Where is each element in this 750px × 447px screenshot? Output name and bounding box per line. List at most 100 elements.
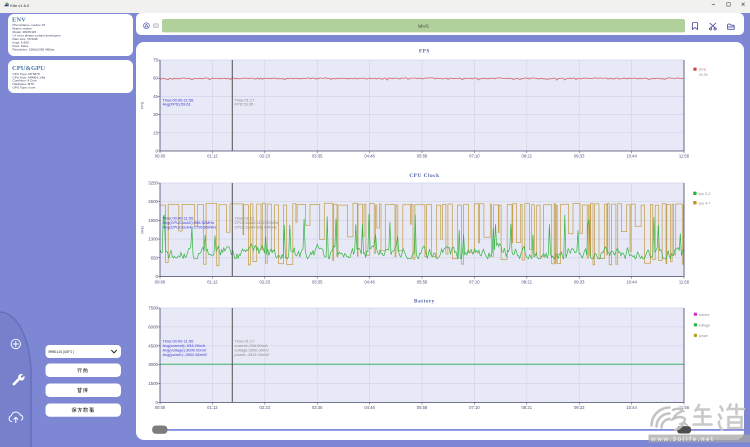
svg-text:CPU Type: MT6878: CPU Type: MT6878 xyxy=(13,72,40,76)
svg-text:11:56: 11:56 xyxy=(679,154,690,159)
svg-text:60: 60 xyxy=(153,76,158,81)
svg-text:Time:01:17: Time:01:17 xyxy=(235,338,256,343)
svg-text:PhoneName: realme 15: PhoneName: realme 15 xyxy=(13,23,46,27)
svg-text:CPU&GPU: CPU&GPU xyxy=(12,65,45,72)
svg-text:05:58: 05:58 xyxy=(417,405,428,410)
svg-text:650: 650 xyxy=(151,255,159,260)
svg-text:Time:00:00-11:56: Time:00:00-11:56 xyxy=(163,338,195,343)
svg-text:UI: error please contact devel: UI: error please contact developers xyxy=(13,34,62,38)
svg-text:Model: RMX5115: Model: RMX5115 xyxy=(13,30,37,34)
svg-text:07:10: 07:10 xyxy=(469,154,480,159)
svg-text:GPU Type: none: GPU Type: none xyxy=(13,86,36,90)
svg-text:30: 30 xyxy=(153,112,158,117)
svg-text:02:23: 02:23 xyxy=(260,280,271,285)
svg-text:02:23: 02:23 xyxy=(260,154,271,159)
svg-text:07:10: 07:10 xyxy=(469,405,480,410)
svg-text:1950: 1950 xyxy=(148,218,158,223)
svg-text:CPU Arch: ARM64_V8a: CPU Arch: ARM64_V8a xyxy=(13,75,46,79)
svg-text:power:-2811.00mW: power:-2811.00mW xyxy=(235,352,270,357)
svg-text:Avg(power):-2802.66mW: Avg(power):-2802.66mW xyxy=(163,352,208,357)
svg-text:1500: 1500 xyxy=(148,381,158,386)
svg-text:01:12: 01:12 xyxy=(207,154,218,159)
svg-text:cpu 4-7: cpu 4-7 xyxy=(698,201,710,205)
svg-text:current: current xyxy=(699,313,710,317)
svg-text:04:46: 04:46 xyxy=(364,154,375,159)
svg-text:Time:01:17: Time:01:17 xyxy=(235,216,256,221)
svg-text:00:00: 00:00 xyxy=(155,154,166,159)
svg-text:15: 15 xyxy=(153,130,158,135)
svg-text:Imgs: 6.99G: Imgs: 6.99G xyxy=(13,40,30,44)
svg-text:Time:00:00-11:56: Time:00:00-11:56 xyxy=(163,97,195,102)
svg-text:7500: 7500 xyxy=(148,306,158,311)
svg-text:6000: 6000 xyxy=(148,324,158,329)
svg-text:3250: 3250 xyxy=(148,181,158,186)
svg-text:3000: 3000 xyxy=(148,362,158,367)
svg-text:ENV: ENV xyxy=(12,17,26,24)
svg-text:0: 0 xyxy=(156,400,159,405)
svg-text:09:33: 09:33 xyxy=(574,154,585,159)
svg-text:Resolution: 1080x2392 480dpi: Resolution: 1080x2392 480dpi xyxy=(13,47,55,51)
svg-text:Avg(CPUClock0):906.32MHz: Avg(CPUClock0):906.32MHz xyxy=(163,220,215,225)
svg-text:04:46: 04:46 xyxy=(364,405,375,410)
svg-text:00:00: 00:00 xyxy=(155,280,166,285)
svg-text:4500: 4500 xyxy=(148,343,158,348)
svg-text:FPS: FPS xyxy=(699,68,707,72)
svg-text:03:35: 03:35 xyxy=(312,280,323,285)
svg-text:04:46: 04:46 xyxy=(364,280,375,285)
svg-text:59.95: 59.95 xyxy=(699,73,708,77)
svg-text:Kite v1.6.0: Kite v1.6.0 xyxy=(10,3,30,8)
svg-text:Hardware: MTK: Hardware: MTK xyxy=(13,82,36,86)
svg-text:07:10: 07:10 xyxy=(469,280,480,285)
svg-text:02:23: 02:23 xyxy=(260,405,271,410)
svg-text:01:12: 01:12 xyxy=(207,280,218,285)
svg-text:08:21: 08:21 xyxy=(522,280,533,285)
svg-text:FPS:59.95: FPS:59.95 xyxy=(235,102,255,107)
svg-text:09:33: 09:33 xyxy=(574,405,585,410)
svg-text:1300: 1300 xyxy=(148,237,158,242)
svg-text:Avg(voltage):3000.00mV: Avg(voltage):3000.00mV xyxy=(163,347,207,352)
svg-text:Ram size: 15.5GB: Ram size: 15.5GB xyxy=(13,37,38,41)
svg-text:current:-934.00mA: current:-934.00mA xyxy=(235,343,268,348)
svg-text:09:33: 09:33 xyxy=(574,280,585,285)
svg-text:03:35: 03:35 xyxy=(312,405,323,410)
svg-text:2600: 2600 xyxy=(148,199,158,204)
svg-text:CPUClock4:906.00MHz: CPUClock4:906.00MHz xyxy=(235,225,277,230)
svg-text:label1: label1 xyxy=(418,23,430,28)
svg-text:05:58: 05:58 xyxy=(417,154,428,159)
svg-text:Avg(FPS):59.61: Avg(FPS):59.61 xyxy=(163,102,192,107)
svg-text:Avg(current):-934.29mA: Avg(current):-934.29mA xyxy=(163,343,206,348)
svg-text:www.3olife.net: www.3olife.net xyxy=(650,437,714,443)
svg-text:Time:00:00-11:56: Time:00:00-11:56 xyxy=(163,216,195,221)
svg-text:0: 0 xyxy=(156,149,159,154)
svg-text:Brand: realme: Brand: realme xyxy=(13,27,33,31)
svg-text:CPUClock0:1102.50MHz: CPUClock0:1102.50MHz xyxy=(235,220,279,225)
svg-text:10:44: 10:44 xyxy=(626,405,637,410)
svg-text:05:58: 05:58 xyxy=(417,280,428,285)
svg-text:08:21: 08:21 xyxy=(522,154,533,159)
svg-text:RMX5115(WIFI): RMX5115(WIFI) xyxy=(49,350,75,354)
svg-text:cpu 0-3: cpu 0-3 xyxy=(698,192,710,196)
svg-text:Avg(CPUClock4):1795.90MHz: Avg(CPUClock4):1795.90MHz xyxy=(163,225,217,230)
svg-text:MHz: MHz xyxy=(140,226,145,234)
svg-text:voltage: voltage xyxy=(699,323,710,327)
svg-text:Battery: Battery xyxy=(414,299,435,305)
svg-text:10:44: 10:44 xyxy=(626,280,637,285)
svg-text:01:12: 01:12 xyxy=(207,405,218,410)
svg-text:FPS: FPS xyxy=(419,49,430,55)
svg-text:Root: False: Root: False xyxy=(13,44,29,48)
svg-text:0: 0 xyxy=(156,274,159,279)
svg-text:voltage:3000.00mV: voltage:3000.00mV xyxy=(235,347,270,352)
svg-text:11:56: 11:56 xyxy=(679,280,690,285)
svg-text:10:44: 10:44 xyxy=(626,154,637,159)
svg-text:power: power xyxy=(699,334,709,338)
svg-text:11:56: 11:56 xyxy=(679,405,690,410)
svg-text:45: 45 xyxy=(153,94,158,99)
svg-text:75: 75 xyxy=(153,58,158,63)
svg-text:08:21: 08:21 xyxy=(522,405,533,410)
svg-text:Time:01:17: Time:01:17 xyxy=(235,97,256,102)
svg-text:00:00: 00:00 xyxy=(155,405,166,410)
svg-text:CPU Clock: CPU Clock xyxy=(409,173,439,179)
svg-text:03:35: 03:35 xyxy=(312,154,323,159)
svg-text:CoreNum: 8 Core: CoreNum: 8 Core xyxy=(13,79,38,83)
svg-text:FPS: FPS xyxy=(140,101,145,109)
